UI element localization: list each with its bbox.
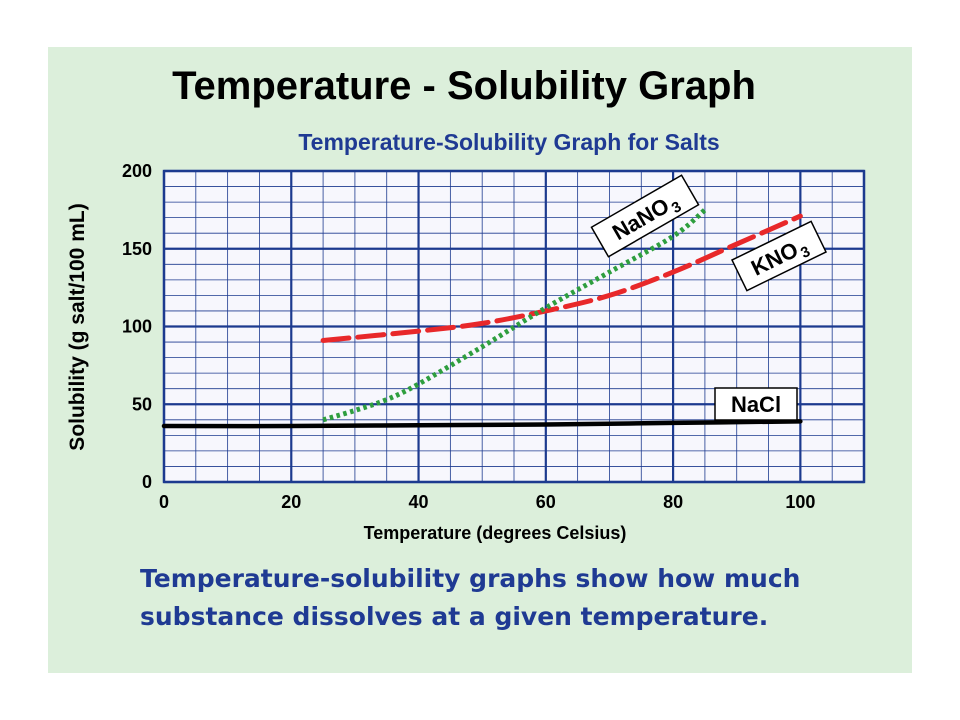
y-tick-label: 150 [122, 239, 152, 259]
caption-line-1: Temperature-solubility graphs show how m… [140, 564, 801, 593]
grid [162, 169, 866, 484]
series-lines [161, 207, 803, 429]
x-tick-label: 60 [536, 492, 556, 512]
series-label-box [714, 387, 798, 421]
x-tick-label: 100 [785, 492, 815, 512]
y-tick-label: 50 [132, 394, 152, 414]
x-tick-label: 80 [663, 492, 683, 512]
chart-title: Temperature-Solubility Graph for Salts [298, 129, 720, 155]
caption: Temperature-solubility graphs show how m… [140, 560, 900, 636]
tick-labels: 0 20 40 60 80 100 0 50 100 150 200 [122, 161, 815, 512]
slide-title: Temperature - Solubility Graph [172, 64, 756, 108]
y-axis-label: Solubility (g salt/100 mL) [66, 203, 89, 450]
caption-line-2: substance dissolves at a given temperatu… [140, 602, 769, 631]
x-tick-label: 0 [159, 492, 169, 512]
series-label-nacl: NaCl [714, 387, 798, 421]
y-tick-label: 0 [142, 472, 152, 492]
series-label-box [590, 174, 700, 258]
x-tick-label: 40 [409, 492, 429, 512]
y-tick-label: 100 [122, 317, 152, 337]
plot-border [162, 169, 866, 484]
series-line-nacl [161, 419, 803, 429]
series-label-text: NaCl [731, 392, 781, 417]
y-tick-label: 200 [122, 161, 152, 181]
series-label-box [730, 220, 828, 292]
x-tick-label: 20 [281, 492, 301, 512]
series-label-kno3: KNO3 [730, 220, 828, 292]
x-axis-label: Temperature (degrees Celsius) [364, 523, 627, 543]
series-line-nano3 [322, 207, 707, 423]
series-line-kno3 [320, 213, 803, 343]
